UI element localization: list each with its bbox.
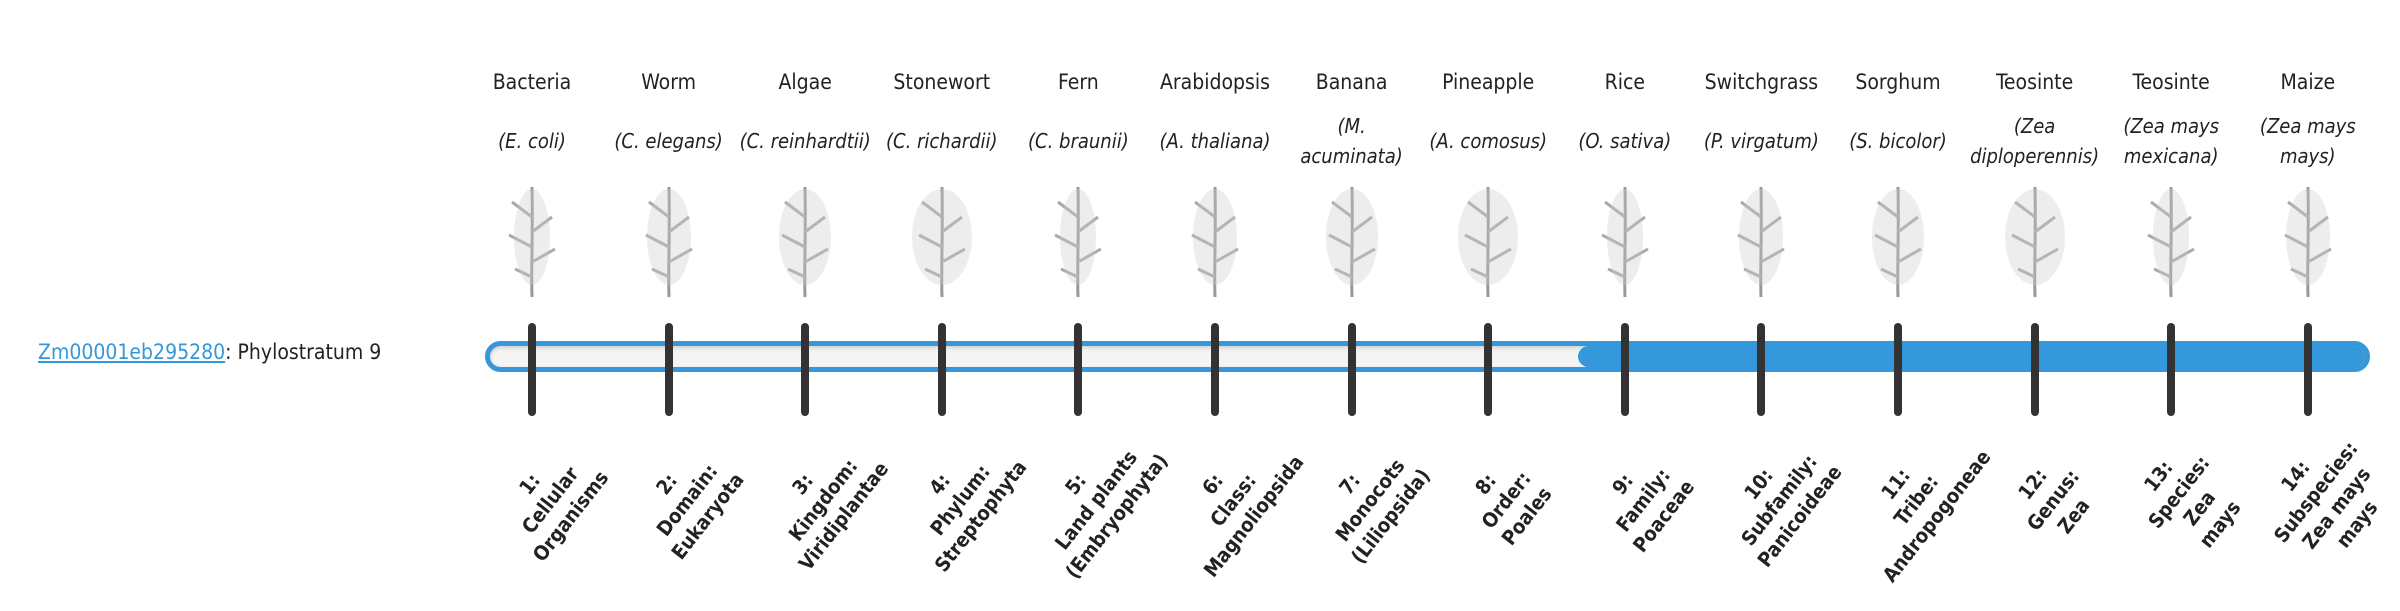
stratum-tick xyxy=(1894,323,1902,416)
stratum-tick xyxy=(1074,323,1083,416)
stratum-column: Teosinte (Zea mays mexicana) xyxy=(2103,66,2239,302)
scientific-name: (C. elegans) xyxy=(614,129,723,153)
gene-label: Zm00001eb295280: Phylostratum 9 xyxy=(38,340,381,364)
rice-image xyxy=(1557,176,1693,302)
common-name: Algae xyxy=(778,70,832,94)
scientific-name: (M. acuminata) xyxy=(1300,114,1403,168)
stratum-label: 10: Subfamily: Panicoideae xyxy=(1736,449,1848,572)
algae-image xyxy=(737,176,873,302)
stratum-column: Bacteria (E. coli) xyxy=(464,66,600,302)
teosinte-mexicana-image xyxy=(2103,176,2239,302)
stratum-label: 12: Genus: Zea xyxy=(2012,463,2095,539)
common-name: Worm xyxy=(641,70,696,94)
stratum-label: 5: Land plants (Embryophyta) xyxy=(1050,445,1173,584)
stratum-tick xyxy=(1620,323,1629,416)
scientific-name: (C. richardii) xyxy=(886,129,998,153)
common-name: Maize xyxy=(2280,70,2336,94)
scientific-name: (O. sativa) xyxy=(1578,129,1672,153)
stratum-tick xyxy=(1211,323,1219,416)
stratum-column: Arabidopsis (A. thaliana) xyxy=(1147,66,1283,302)
scientific-name: (A. comosus) xyxy=(1429,129,1548,153)
sorghum-image xyxy=(1830,176,1966,302)
bacteria-image xyxy=(464,176,600,302)
phylostratum-bar-fill xyxy=(1577,346,2365,367)
stratum-label: 6: Class: Magnoliopsida xyxy=(1196,450,1309,582)
stratum-tick xyxy=(937,323,946,416)
scientific-name: (A. thaliana) xyxy=(1159,129,1271,153)
gene-link[interactable]: Zm00001eb295280 xyxy=(38,340,226,364)
stratum-tick xyxy=(1757,323,1766,416)
stratum-tick xyxy=(2167,323,2176,416)
stonewort-image xyxy=(874,176,1010,302)
common-name: Bacteria xyxy=(492,70,572,94)
scientific-name: (Zea diploperennis) xyxy=(1970,114,2100,168)
common-name: Fern xyxy=(1058,70,1099,94)
stratum-column: Banana (M. acuminata) xyxy=(1284,66,1420,302)
stratum-tick xyxy=(801,323,810,416)
stratum-column: Rice (O. sativa) xyxy=(1557,66,1693,302)
stratum-column: Stonewort (C. richardii) xyxy=(874,66,1010,302)
pineapple-image xyxy=(1420,176,1556,302)
stratum-tick xyxy=(528,323,536,416)
scientific-name: (E. coli) xyxy=(498,129,566,153)
stratum-column: Worm (C. elegans) xyxy=(601,66,737,302)
phylostratum-text: : Phylostratum 9 xyxy=(225,340,382,364)
common-name: Sorghum xyxy=(1855,70,1941,94)
phylostratum-bar xyxy=(485,341,2370,372)
common-name: Teosinte xyxy=(1995,70,2074,94)
switchgrass-image xyxy=(1693,176,1829,302)
banana-image xyxy=(1284,176,1420,302)
common-name: Teosinte xyxy=(2132,70,2210,94)
stratum-column: Maize (Zea mays mays) xyxy=(2240,66,2376,302)
stratum-column: Teosinte (Zea diploperennis) xyxy=(1967,66,2103,302)
stratum-column: Sorghum (S. bicolor) xyxy=(1830,66,1966,302)
scientific-name: (P. virgatum) xyxy=(1703,129,1819,153)
stratum-label: 4: Phylum: Streptophyta xyxy=(923,455,1032,577)
stratum-column: Pineapple (A. comosus) xyxy=(1420,66,1556,302)
scientific-name: (C. braunii) xyxy=(1028,129,1129,153)
stratum-label: 9: Family: Poaceae xyxy=(1606,463,1699,557)
scientific-name: (C. reinhardtii) xyxy=(739,129,871,153)
scientific-name: (S. bicolor) xyxy=(1849,129,1947,153)
scientific-name: (Zea mays mays) xyxy=(2259,114,2356,168)
common-name: Rice xyxy=(1604,70,1645,94)
stratum-tick xyxy=(664,323,673,416)
arabidopsis-image xyxy=(1147,176,1283,302)
maize-image xyxy=(2240,176,2376,302)
common-name: Switchgrass xyxy=(1704,70,1819,94)
stratum-label: 2: Domain: Eukaryota xyxy=(650,459,749,564)
common-name: Stonewort xyxy=(893,70,991,94)
fern-image xyxy=(1010,176,1146,302)
stratum-label: 11: Tribe: Andropogoneae xyxy=(1876,445,1996,587)
stratum-tick xyxy=(1484,323,1493,416)
common-name: Arabidopsis xyxy=(1160,70,1270,94)
stratum-column: Switchgrass (P. virgatum) xyxy=(1693,66,1829,302)
stratum-label: 1: Cellular Organisms xyxy=(513,461,614,567)
worm-image xyxy=(601,176,737,302)
stratum-label: 7: Monocots (Liliopsida) xyxy=(1330,454,1435,569)
teosinte-image xyxy=(1967,176,2103,302)
common-name: Banana xyxy=(1315,70,1388,94)
stratum-tick xyxy=(2303,323,2312,416)
stratum-column: Fern (C. braunii) xyxy=(1010,66,1146,302)
scientific-name: (Zea mays mexicana) xyxy=(2123,114,2220,168)
stratum-tick xyxy=(2030,323,2039,416)
stratum-column: Algae (C. reinhardtii) xyxy=(737,66,873,302)
stratum-tick xyxy=(1347,323,1356,416)
common-name: Pineapple xyxy=(1442,70,1535,94)
